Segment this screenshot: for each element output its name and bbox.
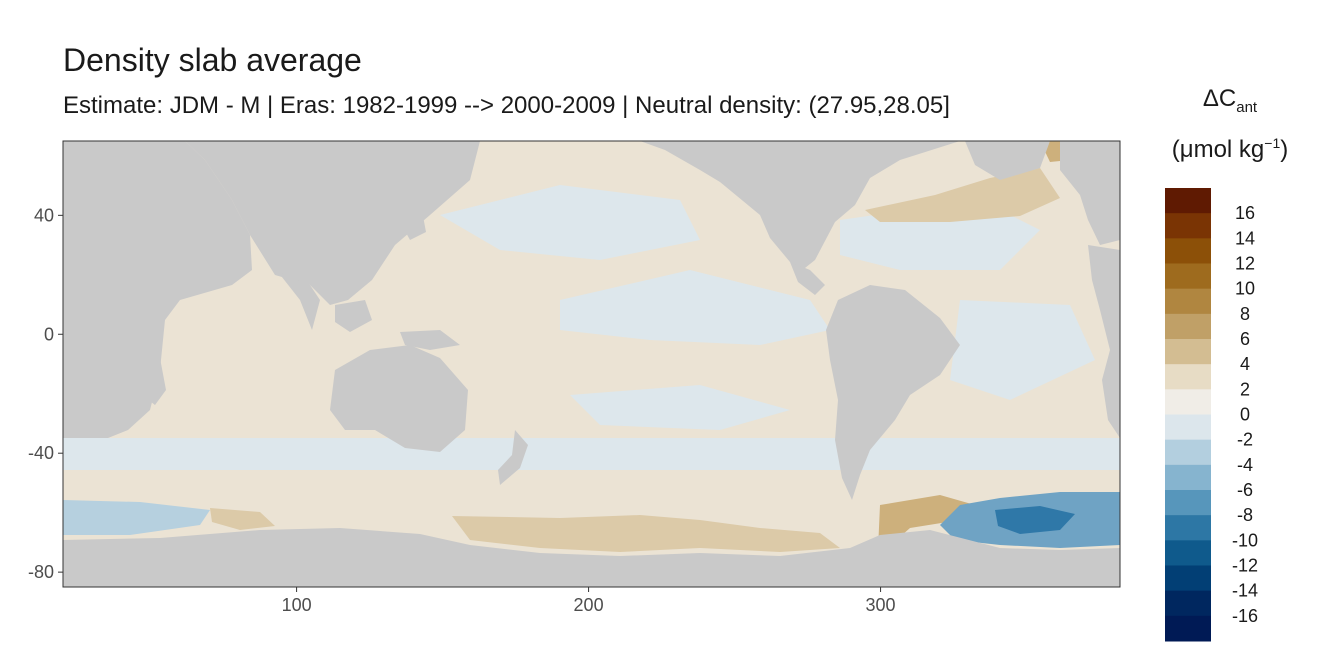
y-tick-label: 40 [34, 205, 54, 225]
north-pacific-negative [440, 185, 700, 260]
africa-land [63, 141, 252, 438]
legend-swatch [1165, 339, 1211, 365]
madagascar-land [146, 358, 166, 405]
legend-swatch [1165, 213, 1211, 239]
legend-swatch [1165, 238, 1211, 264]
legend-label: -6 [1237, 480, 1253, 500]
y-tick-label: 0 [44, 324, 54, 344]
new-guinea-land [400, 330, 460, 350]
north-america-land [640, 141, 960, 272]
legend-swatch [1165, 389, 1211, 415]
chart-title: Density slab average [63, 42, 362, 78]
legend-label: -14 [1232, 581, 1258, 601]
indian-sector-positive [210, 508, 275, 530]
south-pacific-negative [570, 385, 790, 430]
legend-label: 6 [1240, 329, 1250, 349]
legend-swatch [1165, 263, 1211, 290]
legend-swatch [1165, 464, 1211, 491]
africa-wrap-land [1088, 245, 1120, 438]
pacific-negative-tongue [560, 270, 830, 345]
legend-swatch [1165, 364, 1211, 390]
borneo-land [335, 300, 372, 332]
weddell-positive [878, 495, 975, 568]
southern-band-negative [63, 438, 1120, 470]
legend-label: 16 [1235, 203, 1255, 223]
south-america-land [826, 285, 960, 500]
y-axis: 40 0 -40 -80 [28, 205, 63, 582]
legend-swatch [1165, 590, 1211, 617]
x-axis: 100 200 300 [282, 587, 896, 615]
europe-east-land [1060, 141, 1120, 245]
legend-colorbar: 16 14 12 10 8 6 4 2 0 -2 -4 -6 -8 -10 -12 -14 -16 [1165, 188, 1258, 642]
legend-label: 0 [1240, 405, 1250, 425]
legend-label: -4 [1237, 455, 1253, 475]
weddell-core-negative [995, 506, 1075, 534]
legend-label: -10 [1232, 530, 1258, 550]
legend-swatch [1165, 313, 1211, 340]
y-tick-label: -40 [28, 443, 54, 463]
subpolar-atlantic-positive [865, 168, 1060, 222]
central-america-land [790, 262, 825, 295]
legend-swatch [1165, 615, 1211, 642]
legend-label: 14 [1235, 228, 1255, 248]
australia-land [330, 345, 468, 452]
japan-land [398, 190, 426, 240]
map-panel [63, 141, 1120, 587]
legend-label: -2 [1237, 430, 1253, 450]
indian-sector-negative [63, 500, 210, 535]
legend-label: 2 [1240, 379, 1250, 399]
tropical-atlantic-negative [950, 300, 1095, 400]
antarctica-land [63, 528, 1120, 587]
legend-swatch [1165, 188, 1211, 214]
x-tick-label: 200 [574, 595, 604, 615]
legend-swatch [1165, 565, 1211, 592]
legend-label: -8 [1237, 505, 1253, 525]
legend-swatch [1165, 439, 1211, 466]
chart-subtitle: Estimate: JDM - M | Eras: 1982-1999 --> … [63, 92, 950, 119]
legend-label: 10 [1235, 279, 1255, 299]
legend-label: -16 [1232, 606, 1258, 626]
legend-label: -12 [1232, 556, 1258, 576]
legend-swatch [1165, 490, 1211, 516]
panel-border [62, 140, 1121, 588]
x-tick-label: 100 [282, 595, 312, 615]
legend-swatch [1165, 540, 1211, 566]
legend-label: 8 [1240, 304, 1250, 324]
greenland-land [965, 141, 1050, 180]
eurasia-land [185, 141, 480, 305]
legend-label: 12 [1235, 254, 1255, 274]
legend-label: 4 [1240, 354, 1250, 374]
india-land [278, 272, 320, 330]
ross-sea-positive [452, 515, 840, 552]
land-masses [63, 141, 1120, 587]
legend-title: ΔCant [1202, 85, 1258, 116]
legend-swatch [1165, 515, 1211, 541]
new-zealand-land [498, 430, 528, 485]
x-tick-label: 300 [866, 595, 896, 615]
y-tick-label: -80 [28, 562, 54, 582]
legend-swatch [1165, 414, 1211, 441]
legend-swatch [1165, 288, 1211, 315]
legend-unit: (μmol kg−1) [1171, 135, 1289, 163]
